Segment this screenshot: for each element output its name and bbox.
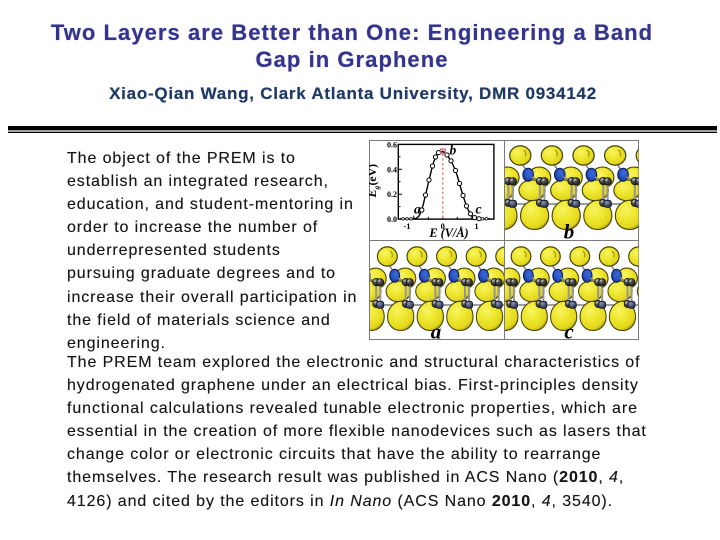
svg-text:0.4: 0.4	[387, 165, 397, 174]
svg-text:(eV): (eV)	[369, 164, 379, 186]
svg-text:0.6: 0.6	[387, 141, 397, 150]
svg-text:-1: -1	[403, 221, 410, 231]
svg-text:1: 1	[474, 221, 478, 231]
svg-text:g: g	[372, 186, 381, 191]
svg-text:b: b	[450, 143, 457, 158]
svg-text:E: E	[369, 189, 379, 198]
svg-text:E (V/Å): E (V/Å)	[428, 226, 468, 240]
svg-text:a: a	[431, 320, 442, 341]
svg-text:0.2: 0.2	[387, 190, 397, 199]
svg-text:a: a	[414, 202, 421, 217]
svg-text:0.0: 0.0	[387, 215, 397, 224]
svg-text:c: c	[564, 320, 574, 341]
svg-text:c: c	[476, 202, 482, 217]
svg-text:0: 0	[441, 221, 445, 231]
svg-text:b: b	[564, 220, 575, 244]
